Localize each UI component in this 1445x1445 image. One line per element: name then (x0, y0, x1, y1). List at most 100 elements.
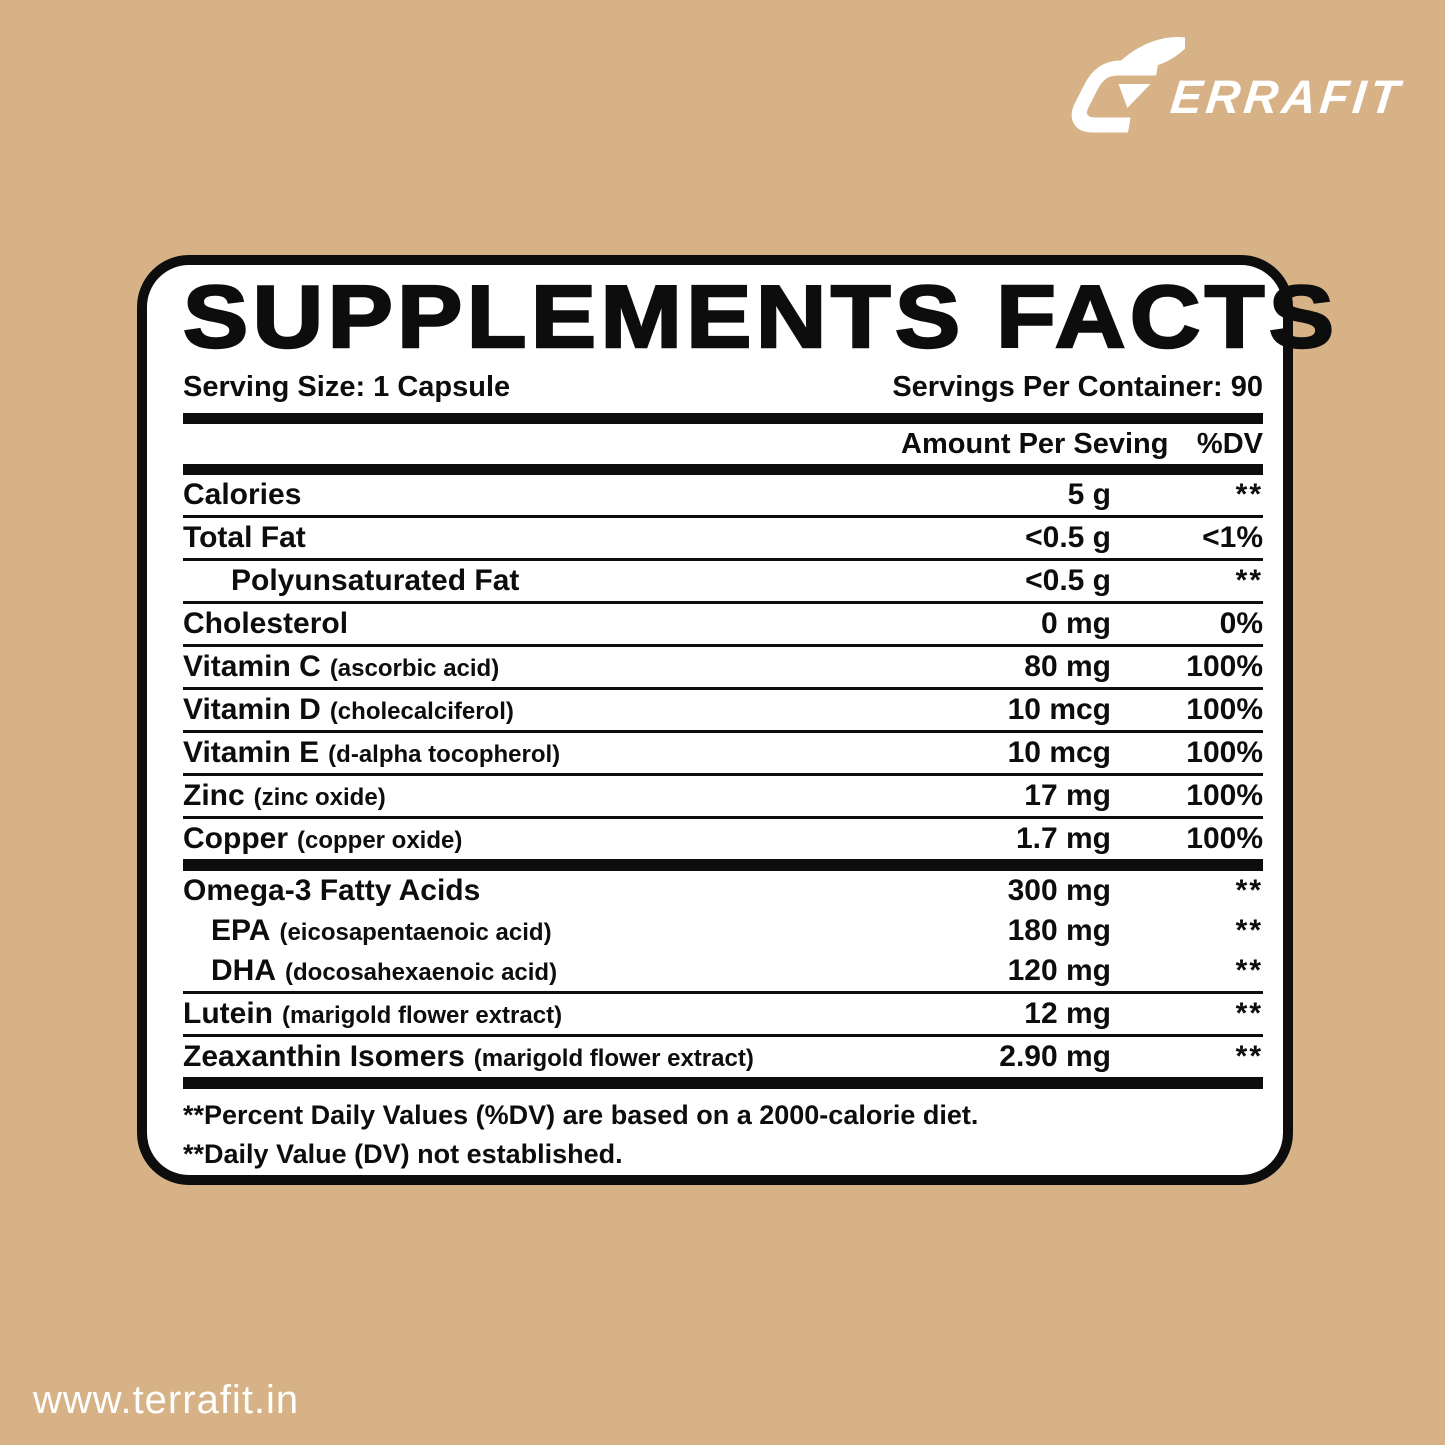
column-header-row: Amount Per Seving %DV (183, 424, 1263, 464)
row-label: Copper (183, 822, 288, 855)
row-dv: ** (1235, 997, 1263, 1030)
row-separator (183, 773, 1263, 776)
table-row: DHA (docosahexaenoic acid) 120 mg ** (183, 951, 1263, 991)
row-amount: 17 mg (1024, 779, 1111, 812)
footnote-line: **Percent Daily Values (%DV) are based o… (183, 1100, 979, 1130)
row-dv: 100% (1186, 822, 1263, 855)
row-label: Polyunsaturated Fat (231, 564, 520, 597)
row-dv: ** (1235, 478, 1263, 511)
row-amount: 2.90 mg (999, 1040, 1111, 1073)
row-dv: 100% (1186, 650, 1263, 683)
row-amount: 5 g (1067, 478, 1111, 511)
brand-logo-text: ERRAFIT (1168, 70, 1406, 123)
row-label: Zeaxanthin Isomers (183, 1040, 465, 1073)
row-amount: 0 mg (1040, 607, 1111, 640)
table-row: Total Fat <0.5 g <1% (183, 518, 1263, 558)
table-row: Polyunsaturated Fat <0.5 g ** (183, 561, 1263, 601)
row-sub-label: (marigold flower extract) (282, 1002, 563, 1029)
row-amount: 1.7 mg (1015, 822, 1111, 855)
row-label-wrap: Zeaxanthin Isomers (marigold flower extra… (183, 1040, 901, 1074)
row-label-wrap: EPA (eicosapentaenoic acid) (183, 914, 901, 948)
row-amount: 120 mg (1007, 954, 1111, 987)
row-label: Omega-3 Fatty Acids (183, 874, 481, 907)
row-sub-label: (ascorbic acid) (329, 655, 500, 682)
row-label-wrap: Polyunsaturated Fat (183, 564, 901, 598)
supplement-facts-panel: SUPPLEMENTS FACTS Serving Size: 1 Capsul… (137, 255, 1335, 1185)
website-url: www.terrafit.in (33, 1378, 300, 1422)
row-label: Lutein (183, 997, 273, 1030)
row-separator (183, 601, 1263, 604)
nutrition-rows: Calories 5 g ** Total Fat <0.5 g <1% Polyunsat… (183, 475, 1263, 1089)
row-label-wrap: Zinc (zinc oxide) (183, 779, 901, 813)
row-separator (183, 644, 1263, 647)
row-dv: 100% (1186, 693, 1263, 726)
row-label: Vitamin E (183, 736, 320, 769)
row-dv: ** (1235, 564, 1263, 597)
footnote-line: **Daily Value (DV) not established. (183, 1138, 623, 1169)
table-row: Zinc (zinc oxide) 17 mg 100% (183, 776, 1263, 816)
row-sub-label: (d-alpha tocopherol) (328, 741, 561, 768)
row-label-wrap: Total Fat (183, 521, 901, 555)
row-dv: 100% (1186, 779, 1263, 812)
row-amount: <0.5 g (1025, 564, 1111, 597)
row-sub-label: (copper oxide) (297, 827, 463, 854)
row-label: EPA (211, 914, 271, 947)
row-dv: ** (1235, 1040, 1263, 1073)
table-row: EPA (eicosapentaenoic acid) 180 mg ** (183, 911, 1263, 951)
table-row: Vitamin D (cholecalciferol) 10 mcg 100% (183, 690, 1263, 730)
row-label: Total Fat (183, 521, 306, 554)
row-sub-label: (docosahexaenoic acid) (285, 959, 558, 986)
section-divider (183, 859, 1263, 871)
servings-per-container: Servings Per Container: 90 (892, 371, 1263, 403)
row-sub-label: (marigold flower extract) (473, 1045, 754, 1072)
row-label-wrap: DHA (docosahexaenoic acid) (183, 954, 901, 988)
terrafit-t-swoosh-icon (1072, 37, 1186, 133)
brand-logo: ERRAFIT (1055, 36, 1406, 136)
row-amount: 300 mg (1007, 874, 1111, 907)
row-dv: <1% (1202, 521, 1263, 554)
row-label-wrap: Omega-3 Fatty Acids (183, 874, 901, 908)
row-label: Cholesterol (183, 607, 349, 640)
row-label-wrap: Copper (copper oxide) (183, 822, 901, 856)
row-dv: ** (1235, 914, 1263, 947)
row-dv: ** (1235, 874, 1263, 907)
row-amount: 180 mg (1007, 914, 1111, 947)
table-row: Copper (copper oxide) 1.7 mg 100% (183, 819, 1263, 859)
row-label: Vitamin D (183, 693, 321, 726)
table-row: Vitamin C (ascorbic acid) 80 mg 100% (183, 647, 1263, 687)
row-dv: ** (1235, 954, 1263, 987)
serving-size: Serving Size: 1 Capsule (183, 371, 511, 403)
row-label: Calories (183, 478, 302, 511)
table-row: Calories 5 g ** (183, 475, 1263, 515)
row-sub-label: (zinc oxide) (253, 784, 386, 811)
row-label-wrap: Vitamin D (cholecalciferol) (183, 693, 901, 727)
row-sub-label: (cholecalciferol) (329, 698, 514, 725)
row-separator (183, 816, 1263, 819)
row-label: DHA (211, 954, 276, 987)
table-row: Vitamin E (d-alpha tocopherol) 10 mcg 100% (183, 733, 1263, 773)
row-amount: <0.5 g (1025, 521, 1111, 554)
row-separator (183, 558, 1263, 561)
row-label: Vitamin C (183, 650, 321, 683)
row-amount: 12 mg (1024, 997, 1111, 1030)
row-dv: 0% (1219, 607, 1263, 640)
row-amount: 10 mcg (1007, 693, 1111, 726)
table-row: Zeaxanthin Isomers (marigold flower extra… (183, 1037, 1263, 1077)
row-label-wrap: Vitamin C (ascorbic acid) (183, 650, 901, 684)
row-dv: 100% (1186, 736, 1263, 769)
row-separator (183, 1034, 1263, 1037)
table-row: Lutein (marigold flower extract) 12 mg ** (183, 994, 1263, 1034)
row-separator (183, 515, 1263, 518)
row-separator (183, 991, 1263, 994)
row-label-wrap: Calories (183, 478, 901, 512)
row-label-wrap: Vitamin E (d-alpha tocopherol) (183, 736, 901, 770)
table-row: Cholesterol 0 mg 0% (183, 604, 1263, 644)
section-divider (183, 1077, 1263, 1089)
row-amount: 10 mcg (1007, 736, 1111, 769)
serving-info-row: Serving Size: 1 Capsule Servings Per Con… (183, 371, 1263, 404)
footnotes: **Percent Daily Values (%DV) are based o… (183, 1099, 1263, 1171)
row-sub-label: (eicosapentaenoic acid) (279, 919, 552, 946)
row-separator (183, 730, 1263, 733)
row-separator (183, 687, 1263, 690)
divider-thick-header (183, 464, 1263, 475)
